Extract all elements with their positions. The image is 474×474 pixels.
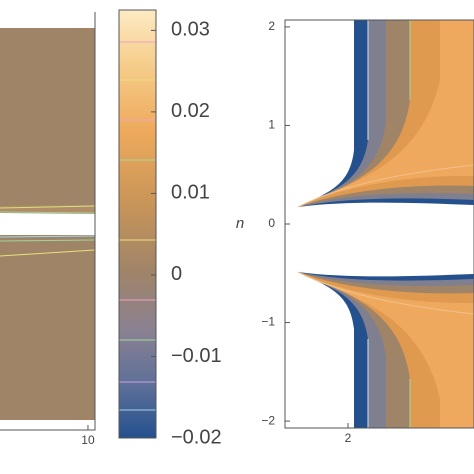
contour-fill (0, 28, 95, 208)
y-axis-label: n (236, 215, 244, 232)
axis-frame (0, 12, 96, 431)
contour-line (297, 164, 474, 208)
contour-fill (298, 20, 474, 207)
contour-line (0, 205, 96, 209)
colorbar-gradient (119, 10, 156, 438)
y-tick-label: 0 (268, 216, 275, 230)
contour-lower (297, 271, 474, 428)
y-tick-label: −2 (261, 413, 275, 427)
contour-line (0, 235, 96, 238)
colorbar-tick-label: 0.01 (171, 182, 210, 204)
colorbar-stripes (119, 41, 156, 411)
colorbar-tick-label: 0 (171, 263, 182, 285)
y-tick-label: −1 (261, 315, 275, 329)
colorbar (118, 9, 157, 439)
contour-line (0, 239, 96, 242)
colorbar-tick-label: −0.01 (171, 345, 222, 367)
left-panel (0, 12, 96, 431)
contour-line (0, 211, 96, 214)
y-tick-label: 1 (268, 118, 275, 132)
contour-line (0, 249, 96, 257)
right-panel (297, 20, 474, 428)
contour-upper (297, 20, 474, 208)
contour-fill (0, 235, 95, 420)
y-tick-label: 2 (268, 19, 275, 33)
colorbar-tick-label: 0.03 (171, 19, 210, 41)
x-tick-label: 2 (345, 431, 352, 445)
colorbar-tick-label: −0.02 (171, 426, 222, 448)
x-tick-label: 10 (81, 433, 95, 447)
colorbar-tick-label: 0.02 (171, 100, 210, 122)
colorbar-frame (118, 9, 157, 439)
